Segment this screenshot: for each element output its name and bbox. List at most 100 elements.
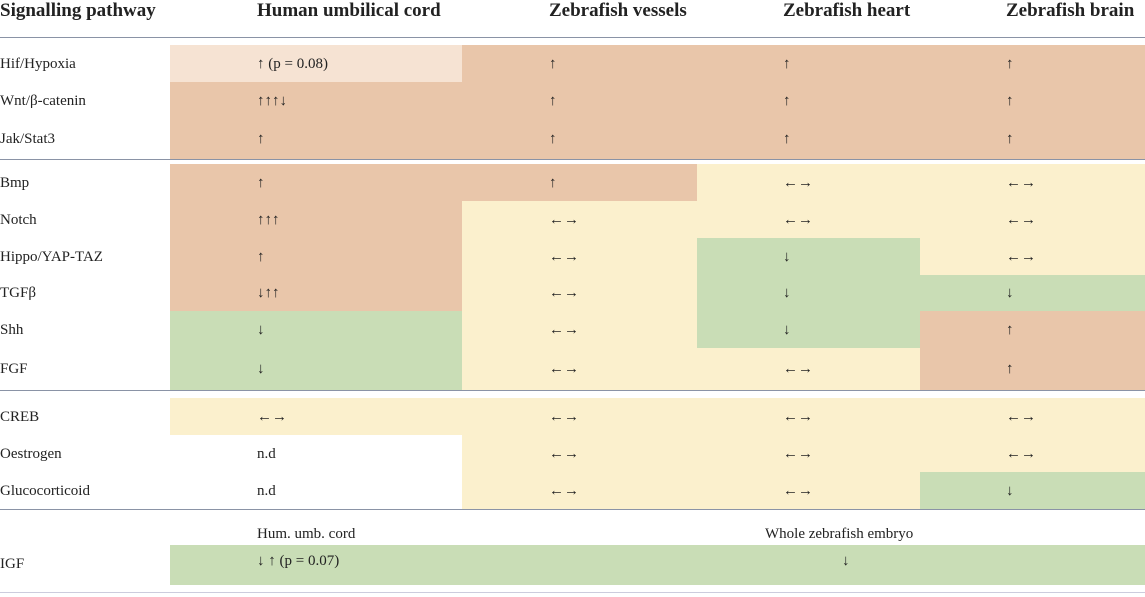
cell-text: ↓ (842, 553, 850, 569)
cell-text: ↓ ↑ (p = 0.07) (257, 553, 340, 569)
cell-text: ↑ (783, 55, 791, 72)
cell-text: n.d (257, 445, 276, 462)
row-label: Oestrogen (0, 445, 62, 462)
cell-shade (170, 311, 462, 348)
cell-text: ↓ (783, 321, 791, 338)
cell-text: ←→ (1006, 174, 1036, 191)
row-label: Jak/Stat3 (0, 131, 55, 147)
cell-text: ↑ (783, 131, 791, 147)
cell-text: ←→ (1006, 408, 1036, 425)
cell-text: ←→ (783, 482, 813, 499)
cell-text: ←→ (783, 361, 813, 377)
cell-text: ↑ (783, 92, 791, 109)
cell-text: ↑↑↑↓ (257, 92, 287, 109)
cell-shade (462, 472, 697, 509)
cell-text: ↑ (549, 55, 557, 72)
group-rule (0, 159, 1145, 160)
cell-text: ↓ (1006, 285, 1014, 301)
cell-shade (170, 82, 462, 119)
cell-shade (920, 201, 1145, 238)
cell-shade (920, 82, 1145, 119)
row-label: Glucocorticoid (0, 482, 90, 499)
cell-text: ↓ (783, 285, 791, 301)
cell-text: ↑ (257, 174, 265, 191)
cell-shade (697, 435, 920, 472)
column-header: Zebrafish heart (783, 0, 911, 21)
cell-shade (697, 201, 920, 238)
row-label: Notch (0, 211, 37, 228)
cell-shade (920, 164, 1145, 201)
cell-shade (462, 348, 697, 390)
row-label: Hippo/YAP-TAZ (0, 248, 103, 265)
cell-shade (920, 398, 1145, 435)
cell-text: ↑ (549, 131, 557, 147)
cell-text: ←→ (549, 445, 579, 462)
cell-text: ↓ (257, 321, 265, 338)
bottom-rule (0, 592, 1145, 593)
cell-shade (697, 398, 920, 435)
cell-text: ←→ (549, 211, 579, 228)
cell-shade (170, 201, 462, 238)
cell-text: ↑ (549, 174, 557, 191)
column-header: Signalling pathway (0, 0, 156, 21)
cell-text: ↓ (783, 248, 791, 265)
cell-text: ↑ (257, 248, 265, 265)
column-header: Human umbilical cord (257, 0, 441, 21)
cell-text: ←→ (549, 361, 579, 377)
sub-header: Hum. umb. cord (257, 526, 356, 542)
group-rule (0, 509, 1145, 510)
cell-shade (462, 311, 697, 348)
row-label: Shh (0, 321, 24, 338)
column-header: Zebrafish vessels (549, 0, 687, 21)
cell-text: ↑ (1006, 321, 1014, 338)
cell-shade (920, 348, 1145, 390)
cell-text: ←→ (549, 321, 579, 338)
cell-shade (462, 201, 697, 238)
cell-shade (462, 238, 697, 275)
cell-shade (462, 398, 697, 435)
cell-shade (462, 164, 697, 201)
row-label: Wnt/β-catenin (0, 92, 86, 109)
cell-text: ↑ (p = 0.08) (257, 55, 328, 72)
cell-shade (170, 45, 462, 82)
cell-text: ↑ (1006, 361, 1014, 377)
cell-shade (920, 472, 1145, 509)
cell-text: ↑ (549, 92, 557, 109)
row-label: FGF (0, 361, 28, 377)
cell-shade (462, 435, 697, 472)
cell-text: ↓ (257, 361, 265, 377)
sub-header: Whole zebrafish embryo (765, 526, 914, 542)
cell-shade (697, 164, 920, 201)
cell-shade (462, 119, 697, 159)
cell-text: ←→ (549, 482, 579, 499)
cell-text: ←→ (783, 211, 813, 228)
cell-text: ←→ (783, 408, 813, 425)
cell-text: ←→ (783, 174, 813, 191)
row-label: IGF (0, 556, 25, 572)
group-rule (0, 390, 1145, 391)
cell-shade (170, 238, 462, 275)
cell-shade (170, 398, 462, 435)
cell-shade (920, 311, 1145, 348)
cell-shade (462, 82, 697, 119)
column-header: Zebrafish brain (1006, 0, 1135, 21)
cell-text: ↓ (1006, 482, 1014, 499)
cell-shade (697, 472, 920, 509)
cell-text: ←→ (1006, 211, 1036, 228)
cell-shade (170, 164, 462, 201)
cell-shade (170, 275, 462, 311)
cell-shade (920, 435, 1145, 472)
cell-text: ↓↑↑ (257, 285, 280, 301)
row-label: Hif/Hypoxia (0, 55, 76, 72)
cell-text: ↑↑↑ (257, 211, 280, 228)
cell-text: ←→ (549, 248, 579, 265)
cell-shade (697, 119, 920, 159)
cell-shade (697, 82, 920, 119)
cell-text: ←→ (1006, 248, 1036, 265)
cell-shade (170, 348, 462, 390)
cell-shade (697, 45, 920, 82)
cell-shade (170, 119, 462, 159)
cell-text: n.d (257, 482, 276, 499)
header-rule (0, 37, 1145, 38)
